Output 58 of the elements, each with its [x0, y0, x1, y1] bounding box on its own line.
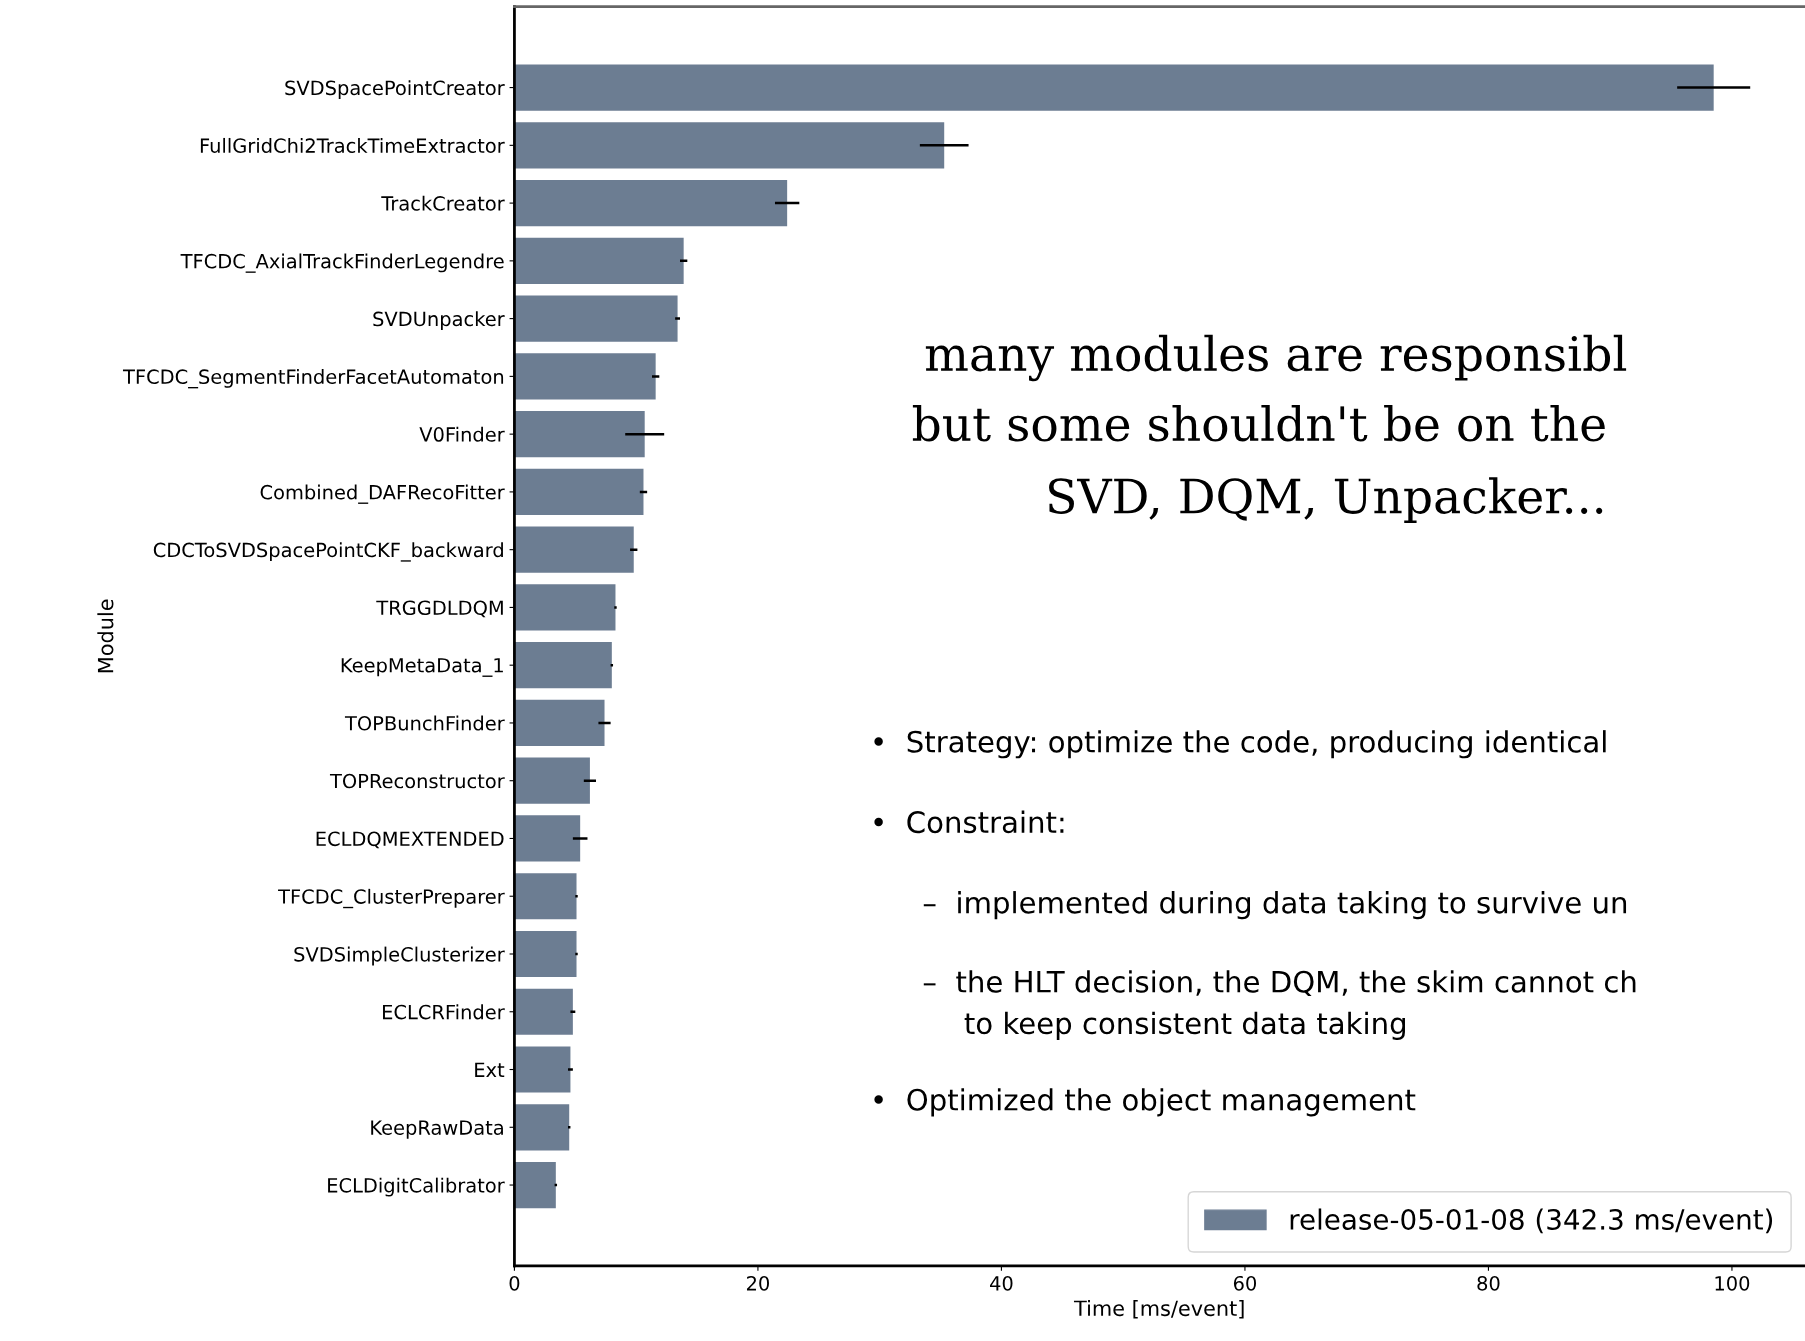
x-tick-label: 100: [1715, 1275, 1750, 1291]
bar: [514, 757, 590, 804]
annotation: • Optimized the object management: [874, 1088, 1416, 1117]
y-tick-label: Combined_DAFRecoFitter: [260, 484, 505, 504]
y-tick-label: V0Finder: [419, 426, 505, 442]
y-tick-label: TFCDC_ClusterPreparer: [278, 888, 505, 909]
x-tick-label: 60: [1233, 1275, 1257, 1291]
y-tick-label: FullGridChi2TrackTimeExtractor: [200, 137, 505, 153]
bar: [514, 584, 616, 631]
y-tick-label: CDCToSVDSpacePointCKF_backward: [153, 542, 503, 562]
bar: [514, 526, 634, 573]
y-tick-label: KeepRawData: [371, 1120, 503, 1139]
annotation: – implemented during data taking to survive un: [923, 891, 1627, 920]
bar: [514, 873, 577, 920]
bar: [514, 699, 605, 747]
y-tick-label: SVDUnpacker: [373, 311, 505, 331]
bar: [514, 237, 684, 284]
bar: [514, 930, 577, 978]
bar: [514, 1161, 556, 1209]
y-tick-label: TRGGDLDQM: [376, 600, 503, 618]
bar: [514, 353, 656, 400]
bar: [514, 468, 644, 516]
bar: [514, 295, 678, 342]
y-tick-label: TFCDC_AxialTrackFinderLegendre: [180, 253, 504, 273]
y-tick-label: ECLDQMEXTENDED: [316, 831, 504, 849]
bar: [514, 642, 612, 689]
bar: [514, 64, 1714, 111]
annotation: • Strategy: optimize the code, producing identical: [874, 730, 1606, 759]
annotation: SVD, DQM, Unpacker...: [1049, 477, 1603, 524]
annotation: • Constraint:: [874, 810, 1064, 834]
bar: [514, 988, 573, 1035]
y-axis-title: Module: [97, 599, 114, 673]
x-tick-label: 80: [1477, 1275, 1500, 1291]
y-tick-label: ECLDigitCalibrator: [328, 1177, 505, 1197]
legend-label: release-05-01-08 (342.3 ms/event): [1290, 1208, 1773, 1234]
y-tick-label: TOPReconstructor: [329, 773, 505, 789]
bar: [514, 815, 581, 862]
x-tick-label: 0: [509, 1275, 520, 1291]
bar: [514, 1046, 571, 1093]
y-tick-label: TrackCreator: [381, 195, 505, 211]
annotation: to keep consistent data taking: [964, 1011, 1405, 1040]
x-tick-label: 20: [746, 1275, 770, 1291]
bar: [514, 1104, 570, 1151]
x-axis-title: Time [ms/event]: [1073, 1300, 1244, 1319]
y-tick-label: SVDSpacePointCreator: [285, 80, 505, 99]
annotation: – the HLT decision, the DQM, the skim cannot ch: [923, 970, 1636, 997]
y-tick-label: TOPBunchFinder: [344, 715, 505, 731]
y-tick-label: KeepMetaData_1: [341, 658, 503, 677]
y-tick-label: SVDSimpleClusterizer: [294, 946, 505, 966]
x-tick-label: 40: [990, 1275, 1013, 1291]
annotation: but some shouldn't be on the: [912, 404, 1605, 442]
bar: [514, 411, 645, 458]
y-tick-label: Ext: [475, 1062, 505, 1077]
annotation: many modules are responsibl: [925, 334, 1627, 382]
bar: [514, 179, 788, 227]
y-tick-label: TFCDC_SegmentFinderFacetAutomaton: [122, 368, 504, 389]
y-tick-label: ECLCRFinder: [383, 1004, 505, 1020]
bar: [514, 122, 945, 169]
